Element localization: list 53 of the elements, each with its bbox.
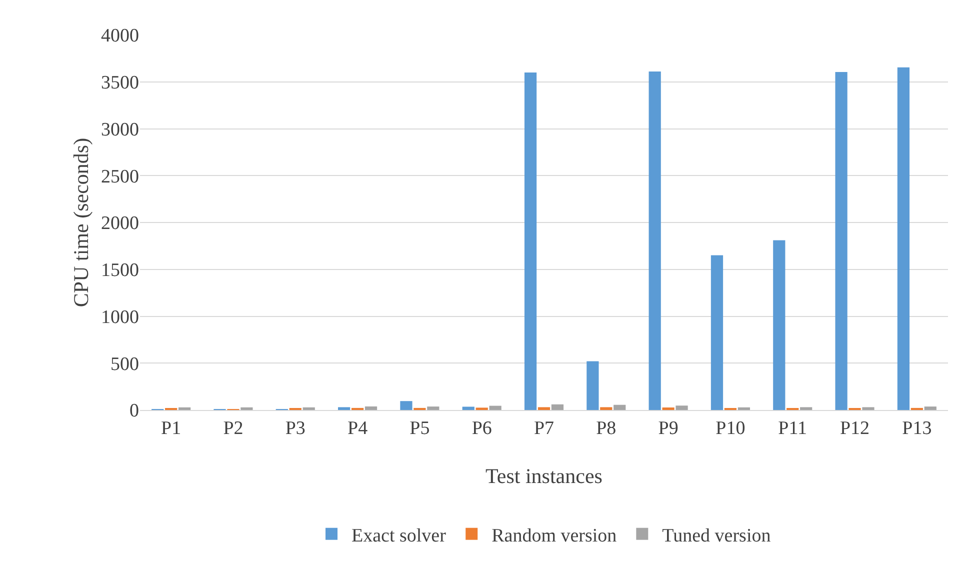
bar — [710, 255, 724, 410]
legend-label: Random version — [492, 525, 618, 546]
x-tick-label: P6 — [472, 418, 492, 439]
bar — [648, 72, 661, 410]
x-tick-label: P11 — [778, 418, 808, 439]
bar — [600, 407, 612, 410]
y-tick-label: 2000 — [101, 213, 139, 234]
y-axis-title: CPU time (seconds) — [69, 138, 93, 308]
x-tick-label: P2 — [223, 418, 244, 439]
bar — [897, 67, 910, 410]
bar — [862, 407, 874, 410]
bar — [400, 401, 412, 410]
bar — [364, 406, 378, 410]
y-tick-label: 1000 — [101, 306, 139, 328]
bar — [773, 240, 786, 410]
x-tick-label: P5 — [410, 418, 430, 439]
x-tick-label: P9 — [658, 418, 678, 439]
x-tick-label: P13 — [902, 418, 932, 439]
x-tick-label: P12 — [840, 418, 870, 439]
bar — [800, 407, 812, 410]
y-tick-label: 3500 — [101, 72, 139, 94]
bar — [738, 407, 750, 410]
x-axis-title: Test instances — [486, 464, 602, 488]
bar — [538, 407, 550, 410]
legend-label: Tuned version — [662, 525, 772, 546]
y-tick-label: 0 — [130, 400, 139, 422]
bar — [662, 407, 674, 410]
bar — [302, 407, 315, 410]
x-tick-label: P1 — [161, 418, 182, 439]
bar — [614, 404, 626, 410]
y-tick-label: 3000 — [101, 119, 139, 140]
x-tick-label: P4 — [348, 418, 368, 439]
bar — [524, 72, 537, 410]
legend-label: Exact solver — [352, 525, 447, 546]
x-tick-label: P8 — [596, 418, 616, 439]
bar — [427, 406, 440, 410]
y-tick-label: 4000 — [101, 26, 139, 47]
bar — [551, 404, 564, 410]
bar — [178, 407, 191, 410]
bar — [489, 406, 502, 410]
x-tick-label: P10 — [716, 418, 746, 439]
bar — [924, 406, 936, 410]
y-tick-label: 2500 — [101, 166, 139, 188]
y-tick-label: 1500 — [101, 260, 139, 282]
bar — [462, 406, 474, 410]
bar — [676, 406, 688, 410]
x-tick-label: P7 — [534, 418, 554, 439]
bar — [835, 72, 848, 410]
bar — [240, 407, 253, 410]
bar — [338, 407, 350, 410]
y-tick-label: 500 — [110, 354, 139, 375]
x-tick-label: P3 — [285, 418, 306, 439]
bar — [586, 361, 599, 410]
